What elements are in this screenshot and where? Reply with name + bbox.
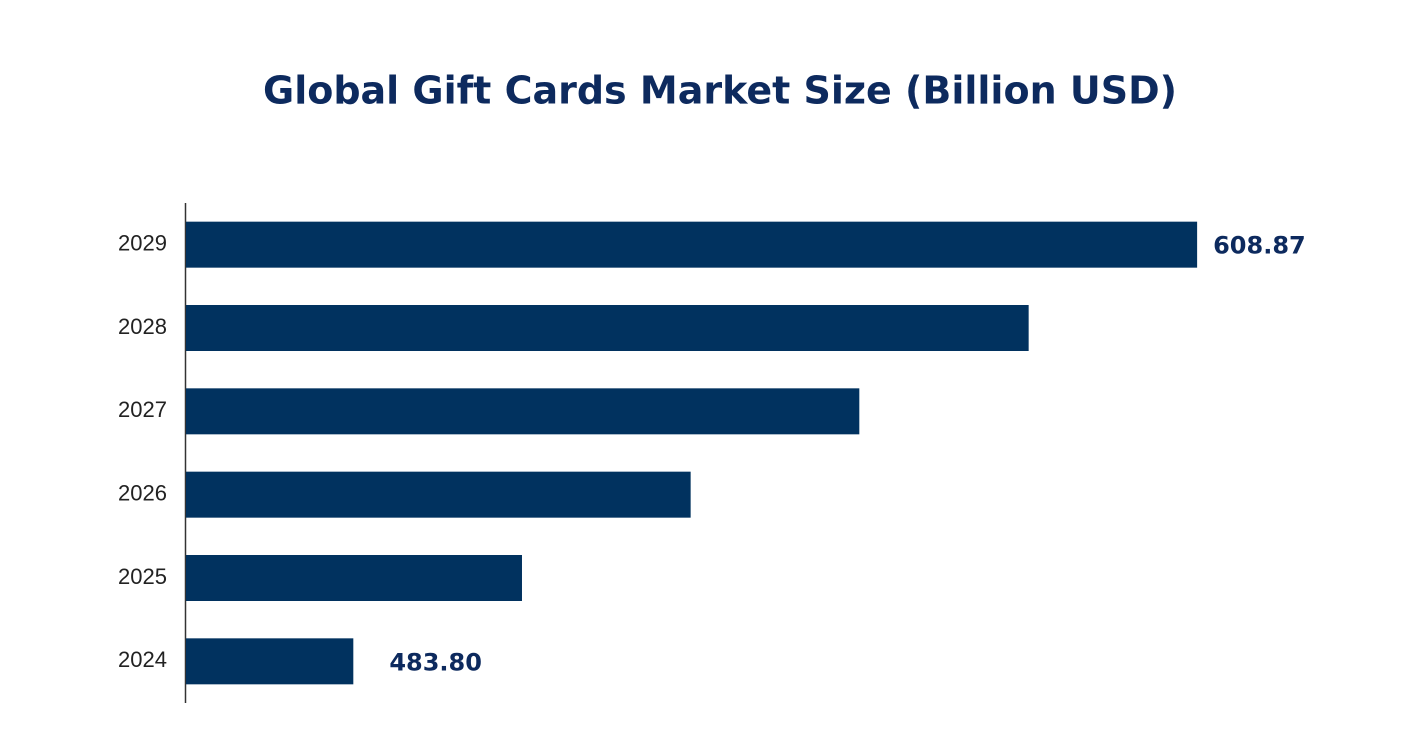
bar — [186, 388, 860, 435]
y-tick-label: 2028 — [118, 314, 167, 339]
bar — [186, 305, 1029, 351]
y-tick-label: 2025 — [118, 564, 167, 589]
bar — [186, 221, 1198, 268]
data-label: 483.80 — [389, 648, 482, 676]
y-tick-label: 2029 — [118, 230, 167, 255]
bar — [186, 555, 522, 601]
data-label: 608.87 — [1213, 232, 1306, 260]
y-tick-label: 2024 — [118, 647, 167, 672]
chart-title: Global Gift Cards Market Size (Billion U… — [263, 69, 1177, 113]
y-tick-label: 2026 — [118, 480, 167, 505]
bar — [186, 638, 354, 685]
bar — [186, 471, 691, 518]
y-tick-label: 2027 — [118, 397, 167, 422]
